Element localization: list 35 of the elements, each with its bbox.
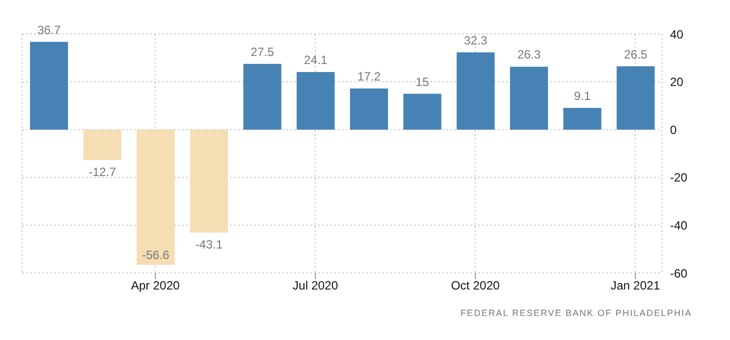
x-tick-label: Jul 2020 <box>292 278 338 293</box>
bar <box>83 130 122 160</box>
data-label: -43.1 <box>195 238 223 252</box>
y-tick-label: 0 <box>670 122 677 137</box>
bar <box>30 42 68 130</box>
text: FEDERAL RESERVE BANK OF PHILADELPHIA <box>459 308 693 318</box>
bar <box>563 108 602 130</box>
bar <box>136 130 175 265</box>
data-label: 32.3 <box>464 33 488 48</box>
x-tick-label: Oct 2020 <box>450 278 500 293</box>
data-label: 26.3 <box>517 48 541 62</box>
data-label: 17.2 <box>357 69 381 84</box>
bar <box>510 66 548 130</box>
bar <box>456 52 495 130</box>
data-label: 26.5 <box>624 47 648 62</box>
y-tick-label: -20 <box>670 170 688 185</box>
bar <box>350 88 388 130</box>
y-tick-label: 40 <box>670 27 684 42</box>
data-label: 9.1 <box>574 88 591 103</box>
bar <box>243 64 282 130</box>
y-tick-label: -60 <box>670 266 688 280</box>
x-tick-label: Jan 2021 <box>610 278 660 293</box>
data-label: -12.7 <box>88 164 116 179</box>
bar <box>616 66 655 130</box>
bar <box>190 130 228 233</box>
y-tick-label: -40 <box>670 218 688 232</box>
data-label: 27.5 <box>250 44 274 59</box>
y-tick-label: 20 <box>670 75 684 90</box>
data-label: 15 <box>416 74 430 89</box>
data-label: 24.1 <box>304 53 328 67</box>
data-label: -56.6 <box>142 248 170 262</box>
bar <box>296 72 335 130</box>
x-tick-label: Apr 2020 <box>130 278 180 293</box>
data-label: 36.7 <box>37 22 61 37</box>
bar <box>403 94 442 130</box>
